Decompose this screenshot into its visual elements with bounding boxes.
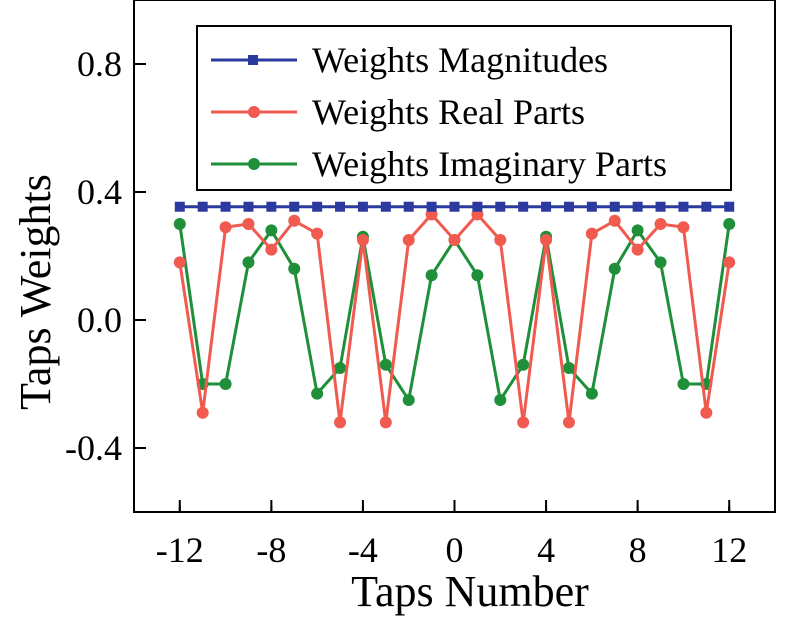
- data-point: [654, 218, 667, 230]
- x-axis-title: Taps Number: [351, 567, 589, 616]
- data-point: [242, 218, 255, 230]
- data-point: [677, 221, 690, 234]
- legend-label: Weights Imaginary Parts: [312, 144, 667, 184]
- data-point: [334, 362, 347, 374]
- legend-marker: [248, 158, 260, 170]
- data-point: [723, 256, 736, 269]
- data-point: [677, 378, 690, 390]
- data-point: [379, 358, 392, 371]
- data-point: [495, 201, 506, 212]
- data-point: [425, 269, 438, 282]
- data-point: [242, 256, 255, 269]
- series-weights-magnitudes: [174, 201, 735, 212]
- data-point: [472, 201, 483, 212]
- y-tick-label: 0.4: [77, 172, 122, 212]
- legend-marker: [248, 55, 258, 65]
- data-point: [402, 394, 415, 406]
- data-point: [471, 269, 484, 282]
- data-point: [174, 201, 185, 212]
- data-point: [311, 227, 324, 240]
- data-point: [402, 234, 415, 246]
- data-point: [379, 416, 392, 429]
- data-point: [334, 416, 347, 429]
- data-point: [562, 362, 575, 374]
- data-point: [426, 201, 437, 212]
- data-point: [541, 201, 552, 212]
- data-point: [585, 387, 598, 400]
- x-tick-label: 0: [446, 530, 464, 570]
- y-axis-title: Taps Weights: [11, 174, 60, 410]
- series-layer: [173, 201, 736, 429]
- data-point: [356, 234, 369, 246]
- series-weights-imaginary-parts: [173, 218, 736, 406]
- data-point: [632, 201, 643, 212]
- data-point: [288, 214, 301, 227]
- legend-entry: Weights Magnitudes: [211, 40, 608, 80]
- data-point: [540, 234, 553, 246]
- data-point: [219, 378, 232, 390]
- data-point: [563, 201, 574, 212]
- data-point: [700, 406, 713, 419]
- data-point: [219, 221, 232, 234]
- data-point: [289, 201, 300, 212]
- x-tick-label: -12: [156, 530, 204, 570]
- data-point: [608, 214, 621, 227]
- data-point: [517, 358, 530, 371]
- data-point: [403, 201, 414, 212]
- data-point: [723, 218, 736, 230]
- data-point: [631, 243, 644, 256]
- legend-entry: Weights Real Parts: [211, 92, 585, 132]
- data-point: [608, 262, 621, 275]
- data-point: [724, 201, 735, 212]
- legend-entry: Weights Imaginary Parts: [211, 144, 667, 184]
- data-point: [609, 201, 620, 212]
- data-point: [631, 224, 644, 237]
- x-tick-label: 4: [537, 530, 555, 570]
- data-point: [701, 201, 712, 212]
- data-point: [678, 201, 689, 212]
- data-point: [311, 387, 324, 400]
- legend: Weights Magnitudes Weights Real Parts Weig…: [196, 25, 732, 191]
- data-point: [312, 201, 323, 212]
- data-point: [243, 201, 254, 212]
- data-point: [357, 201, 368, 212]
- data-point: [265, 243, 278, 256]
- data-point: [173, 256, 186, 269]
- data-point: [654, 256, 667, 269]
- data-point: [335, 201, 346, 212]
- legend-label: Weights Real Parts: [312, 92, 585, 132]
- series-line: [178, 223, 731, 404]
- y-tick-label: -0.4: [65, 428, 122, 468]
- data-point: [494, 234, 507, 246]
- data-point: [196, 406, 209, 419]
- data-point: [197, 201, 208, 212]
- data-point: [449, 201, 460, 212]
- data-point: [173, 218, 186, 230]
- data-point: [266, 201, 277, 212]
- x-tick-label: 8: [629, 530, 647, 570]
- data-point: [518, 201, 529, 212]
- data-point: [585, 227, 598, 240]
- data-point: [265, 224, 278, 237]
- data-point: [655, 201, 666, 212]
- legend-label: Weights Magnitudes: [312, 40, 608, 80]
- y-tick-label: 0.0: [77, 300, 122, 340]
- x-tick-label: -4: [348, 530, 378, 570]
- data-point: [380, 201, 391, 212]
- x-tick-label: -8: [256, 530, 286, 570]
- legend-marker: [248, 106, 260, 118]
- x-tick-label: 12: [711, 530, 747, 570]
- data-point: [562, 416, 575, 429]
- data-point: [220, 201, 231, 212]
- data-point: [494, 394, 507, 406]
- series-weights-real-parts: [173, 208, 736, 429]
- data-point: [448, 234, 461, 246]
- data-point: [586, 201, 597, 212]
- data-point: [288, 262, 301, 275]
- axis-ticks: -12 -8 -4 0 4 8 12 -0.4 0.0 0.4 0.8: [65, 44, 747, 570]
- y-tick-label: 0.8: [77, 44, 122, 84]
- data-point: [517, 416, 530, 429]
